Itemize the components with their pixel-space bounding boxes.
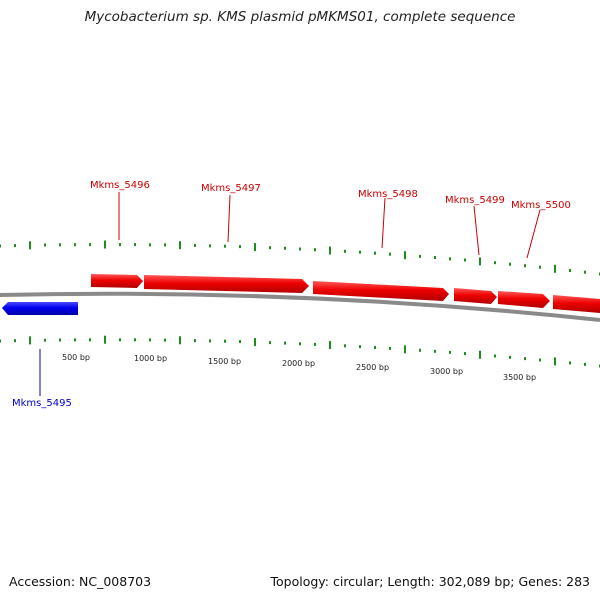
gene-arrow-mkms-5496[interactable] bbox=[91, 274, 143, 288]
scale-label-500: 500 bp bbox=[62, 353, 90, 362]
gene-arrow-mkms-5499[interactable] bbox=[454, 288, 497, 304]
genome-stats-text: Topology: circular; Length: 302,089 bp; … bbox=[270, 574, 591, 589]
gene-label-mkms-5496: Mkms_5496 bbox=[90, 180, 150, 191]
scale-label-3000: 3000 bp bbox=[430, 367, 463, 376]
gene-label-mkms-5497: Mkms_5497 bbox=[201, 183, 261, 194]
gene-label-mkms-5495: Mkms_5495 bbox=[12, 398, 72, 409]
scale-label-3500: 3500 bp bbox=[503, 373, 536, 382]
gene-label-mkms-5499: Mkms_5499 bbox=[445, 195, 505, 206]
gene-label-mkms-5498: Mkms_5498 bbox=[358, 189, 418, 200]
map-title: Mycobacterium sp. KMS plasmid pMKMS01, c… bbox=[84, 9, 516, 25]
scale-label-1500: 1500 bp bbox=[208, 357, 241, 366]
gene-label-mkms-5500: Mkms_5500 bbox=[511, 200, 571, 211]
gene-arrow-mkms-5495[interactable] bbox=[2, 302, 78, 315]
gene-arrow-mkms-5497[interactable] bbox=[144, 275, 309, 293]
scale-label-2000: 2000 bp bbox=[282, 359, 315, 368]
gene-label-lines bbox=[39, 192, 541, 396]
plasmid-backbone bbox=[0, 291, 600, 322]
gene-arrow-mkms-5500[interactable] bbox=[498, 291, 550, 308]
gene-arrow-mkms-5498[interactable] bbox=[313, 281, 449, 301]
gene-arrow-partial[interactable] bbox=[553, 295, 600, 313]
scale-label-1000: 1000 bp bbox=[134, 354, 167, 363]
inner-tick-marks bbox=[0, 335, 600, 368]
scale-label-2500: 2500 bp bbox=[356, 363, 389, 372]
accession-text: Accession: NC_008703 bbox=[9, 574, 152, 589]
outer-tick-marks bbox=[0, 240, 600, 276]
